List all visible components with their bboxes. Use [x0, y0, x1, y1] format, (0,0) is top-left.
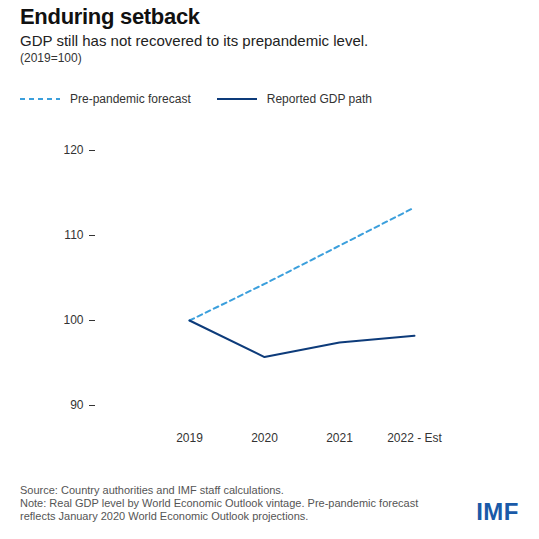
html-text:Reported GDP path: Reported GDP path [266, 92, 372, 106]
html-text:IMF: IMF [476, 498, 519, 525]
html-text:GDP still has not recovered to: GDP still has not recovered to its prepa… [20, 32, 369, 49]
html-text:Source: Country authorities an: Source: Country authorities and IMF staf… [20, 484, 284, 496]
svg-text:110: 110 [64, 228, 83, 242]
svg-text:2019: 2019 [176, 431, 203, 445]
svg-text:100: 100 [63, 313, 83, 327]
svg-text:90: 90 [70, 398, 84, 412]
html-text:Enduring setback: Enduring setback [20, 4, 200, 29]
svg-text:2021: 2021 [326, 431, 353, 445]
svg-text:120: 120 [63, 143, 83, 157]
html-text:Pre-pandemic forecast: Pre-pandemic forecast [70, 92, 191, 106]
svg-text:2020: 2020 [251, 431, 278, 445]
html-text:Note: Real GDP level by World: Note: Real GDP level by World Economic O… [20, 497, 419, 522]
html-text:(2019=100): (2019=100) [20, 51, 82, 65]
svg-text:2022 - Est: 2022 - Est [387, 431, 442, 445]
